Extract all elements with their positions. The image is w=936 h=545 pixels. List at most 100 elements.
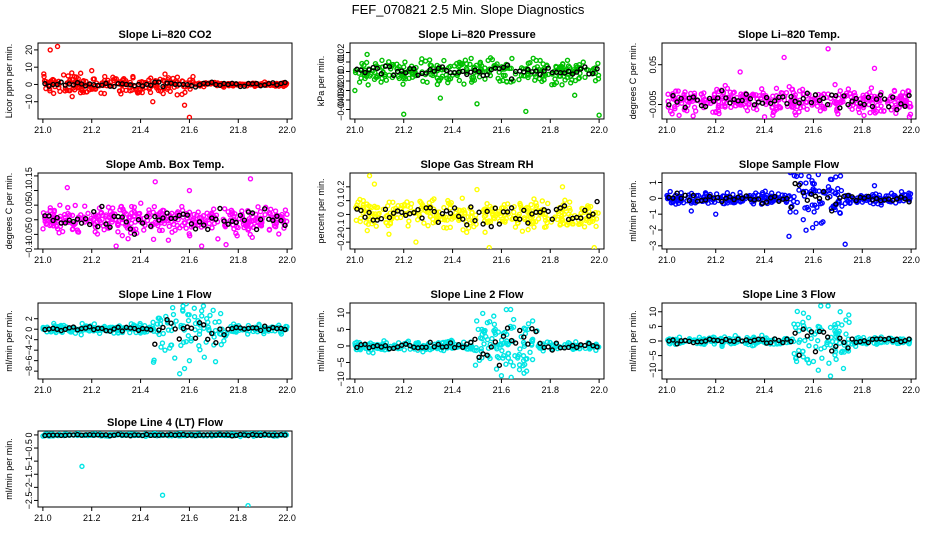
- x-tick-label: 21.4: [756, 255, 774, 265]
- summary-point: [468, 204, 474, 210]
- outlier-point: [818, 303, 824, 309]
- data-point: [819, 355, 825, 361]
- data-point: [522, 216, 528, 223]
- summary-point: [253, 80, 260, 87]
- data-point: [197, 347, 203, 353]
- summary-point: [435, 219, 442, 225]
- data-point: [489, 210, 495, 217]
- outlier-point: [815, 367, 822, 373]
- summary-point: [468, 69, 474, 75]
- panel-title: Slope Line 2 Flow: [431, 289, 524, 301]
- summary-point: [492, 339, 499, 345]
- data-point: [809, 202, 815, 208]
- data-point: [426, 200, 433, 206]
- outlier-point: [523, 356, 529, 362]
- data-point: [517, 346, 523, 352]
- data-point: [484, 200, 490, 207]
- data-point: [245, 221, 251, 227]
- outlier-point: [493, 366, 500, 372]
- data-point: [716, 102, 722, 109]
- summary-point: [42, 80, 48, 87]
- data-point: [46, 86, 53, 92]
- data-point: [529, 318, 536, 324]
- data-point: [510, 363, 516, 369]
- data-point: [675, 200, 682, 206]
- data-point: [728, 104, 734, 111]
- data-point: [906, 88, 912, 94]
- data-point: [832, 328, 838, 334]
- summary-point: [115, 324, 121, 330]
- data-point: [836, 197, 842, 204]
- summary-point: [537, 209, 543, 215]
- data-point: [364, 227, 370, 234]
- summary-point: [586, 213, 592, 219]
- outlier-point: [737, 69, 743, 75]
- summary-point: [865, 193, 872, 200]
- y-tick-label: −2: [648, 225, 658, 235]
- data-point: [803, 180, 809, 186]
- data-point: [501, 202, 507, 208]
- panel-3: Slope Li–820 Temp. 21.0 21.2 21.4 21.6 21.8 22…: [628, 29, 920, 135]
- plot-points: [352, 51, 602, 118]
- outlier-point: [786, 233, 792, 240]
- summary-point: [358, 67, 364, 73]
- data-point: [386, 59, 392, 65]
- summary-point: [678, 195, 684, 201]
- data-point: [500, 340, 506, 347]
- data-point: [50, 90, 57, 97]
- summary-point: [719, 338, 725, 345]
- outlier-point: [805, 314, 812, 321]
- summary-point: [431, 344, 437, 350]
- data-point: [582, 74, 588, 81]
- summary-point: [119, 214, 125, 220]
- data-point: [424, 79, 430, 85]
- outlier-point: [437, 95, 444, 101]
- y-tick-label: −0.05: [24, 223, 34, 246]
- data-point: [126, 214, 133, 220]
- x-tick-label: 21.4: [444, 255, 462, 265]
- data-point: [229, 211, 236, 217]
- data-point: [739, 198, 746, 204]
- x-tick-label: 21.6: [181, 125, 199, 135]
- data-point: [253, 223, 260, 229]
- data-point: [77, 70, 84, 76]
- data-point: [484, 320, 491, 326]
- x-tick-label: 21.2: [83, 513, 101, 523]
- data-point: [800, 216, 806, 223]
- data-point: [414, 216, 421, 223]
- summary-point: [873, 195, 880, 202]
- data-point: [516, 366, 523, 373]
- summary-point: [103, 221, 109, 227]
- x-tick-label: 21.8: [854, 255, 872, 265]
- outlier-point: [223, 241, 229, 248]
- data-point: [282, 207, 289, 213]
- summary-point: [804, 333, 811, 339]
- data-point: [79, 320, 85, 327]
- data-point: [507, 359, 514, 365]
- x-tick-label: 22.0: [278, 255, 296, 265]
- y-tick-label: −0.04: [336, 98, 346, 121]
- plot-frame: [349, 172, 605, 250]
- data-point: [595, 76, 602, 82]
- data-point: [190, 215, 197, 222]
- data-point: [836, 340, 843, 346]
- data-point: [813, 343, 819, 350]
- data-point: [207, 312, 213, 319]
- data-point: [85, 210, 91, 217]
- outlier-point: [371, 181, 378, 187]
- data-point: [500, 72, 507, 79]
- summary-point: [682, 192, 688, 199]
- summary-point: [464, 222, 470, 228]
- data-point: [209, 225, 215, 231]
- outlier-point: [596, 112, 602, 118]
- data-point: [549, 82, 555, 88]
- summary-point: [78, 220, 85, 226]
- outlier-point: [479, 326, 485, 333]
- summary-point: [282, 432, 288, 438]
- data-point: [448, 337, 455, 343]
- summary-point: [674, 341, 680, 347]
- data-point: [138, 200, 144, 206]
- data-point: [405, 223, 411, 229]
- outlier-point: [79, 463, 85, 470]
- summary-point: [702, 338, 709, 344]
